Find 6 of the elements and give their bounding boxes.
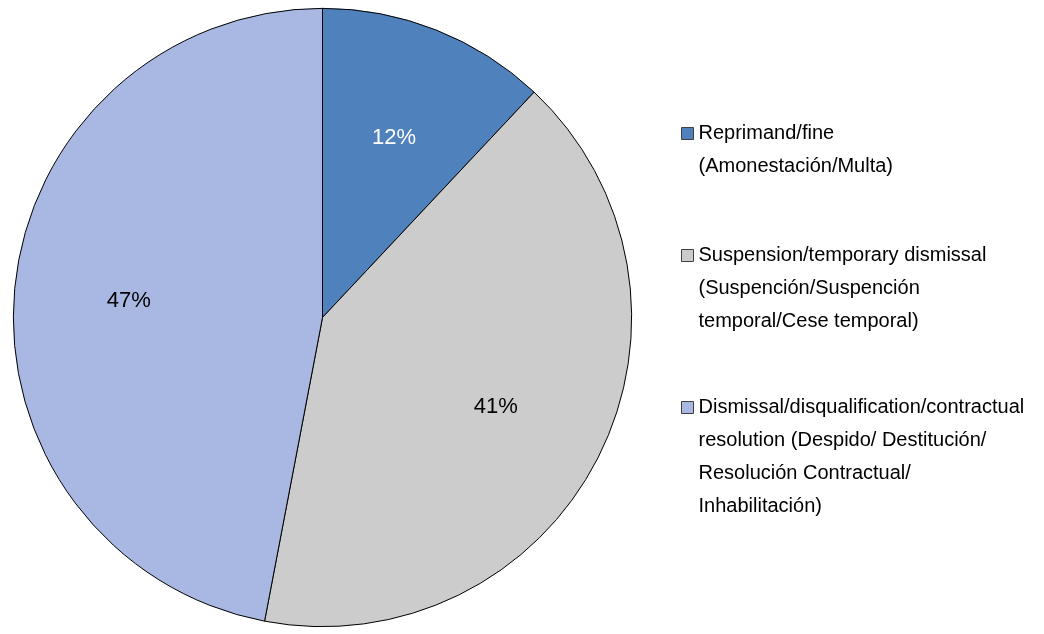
legend-label: Dismissal/disqualification/contractual resolution (Despido/ Destitución/ Resolución Contractual/ Inhabilitación) xyxy=(698,394,1025,516)
legend-label: Reprimand/fine (Amonestación/Multa) xyxy=(698,120,894,176)
data-label: 47% xyxy=(106,286,151,312)
legend-label: Suspension/temporary dismissal (Suspención/Suspención temporal/Cese temporal) xyxy=(698,242,987,331)
data-label: 12% xyxy=(372,124,417,150)
data-label: 41% xyxy=(473,393,518,419)
